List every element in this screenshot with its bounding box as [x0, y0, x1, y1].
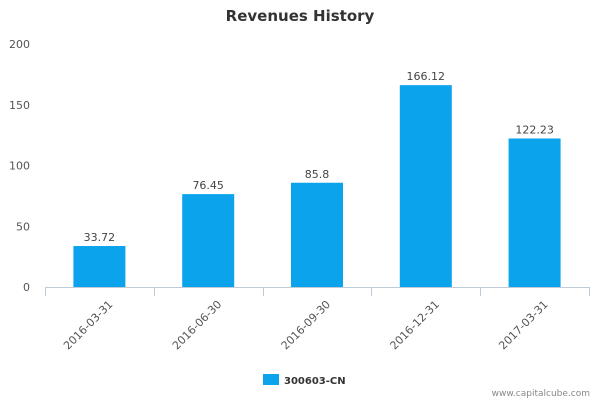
bar[interactable]	[73, 246, 126, 287]
x-axis	[45, 287, 590, 296]
y-axis-tick-labels: 0 50 100 150 200	[9, 38, 30, 294]
x-tick-label: 2016-12-31	[388, 298, 442, 352]
y-tick-label: 50	[16, 220, 30, 233]
bar-value-label: 122.23	[515, 123, 554, 136]
x-tick-label: 2016-06-30	[170, 298, 224, 352]
x-tick-label: 2016-09-30	[279, 298, 333, 352]
chart-title: Revenues History	[226, 7, 375, 25]
bar-value-label: 85.8	[305, 168, 330, 181]
y-tick-label: 0	[23, 281, 30, 294]
x-tick-label: 2016-03-31	[61, 298, 115, 352]
y-tick-label: 200	[9, 38, 30, 51]
bar[interactable]	[399, 85, 452, 287]
y-tick-label: 150	[9, 99, 30, 112]
bar[interactable]	[182, 194, 235, 287]
bar-value-label: 76.45	[192, 179, 224, 192]
bar[interactable]	[508, 138, 561, 287]
watermark: www.capitalcube.com	[492, 389, 590, 399]
y-tick-label: 100	[9, 160, 30, 173]
bar[interactable]	[291, 182, 343, 287]
bar-series	[73, 85, 561, 287]
x-tick-label: 2017-03-31	[496, 298, 550, 352]
bar-value-label: 166.12	[407, 70, 446, 83]
legend-swatch	[263, 374, 279, 385]
legend[interactable]: 300603-CN	[263, 374, 346, 387]
x-axis-tick-labels: 2016-03-31 2016-06-30 2016-09-30 2016-12-31…	[61, 298, 551, 352]
bar-value-label: 33.72	[84, 231, 116, 244]
data-labels: 33.72 76.45 85.8 166.12 122.23	[84, 70, 554, 244]
legend-label: 300603-CN	[284, 376, 346, 387]
